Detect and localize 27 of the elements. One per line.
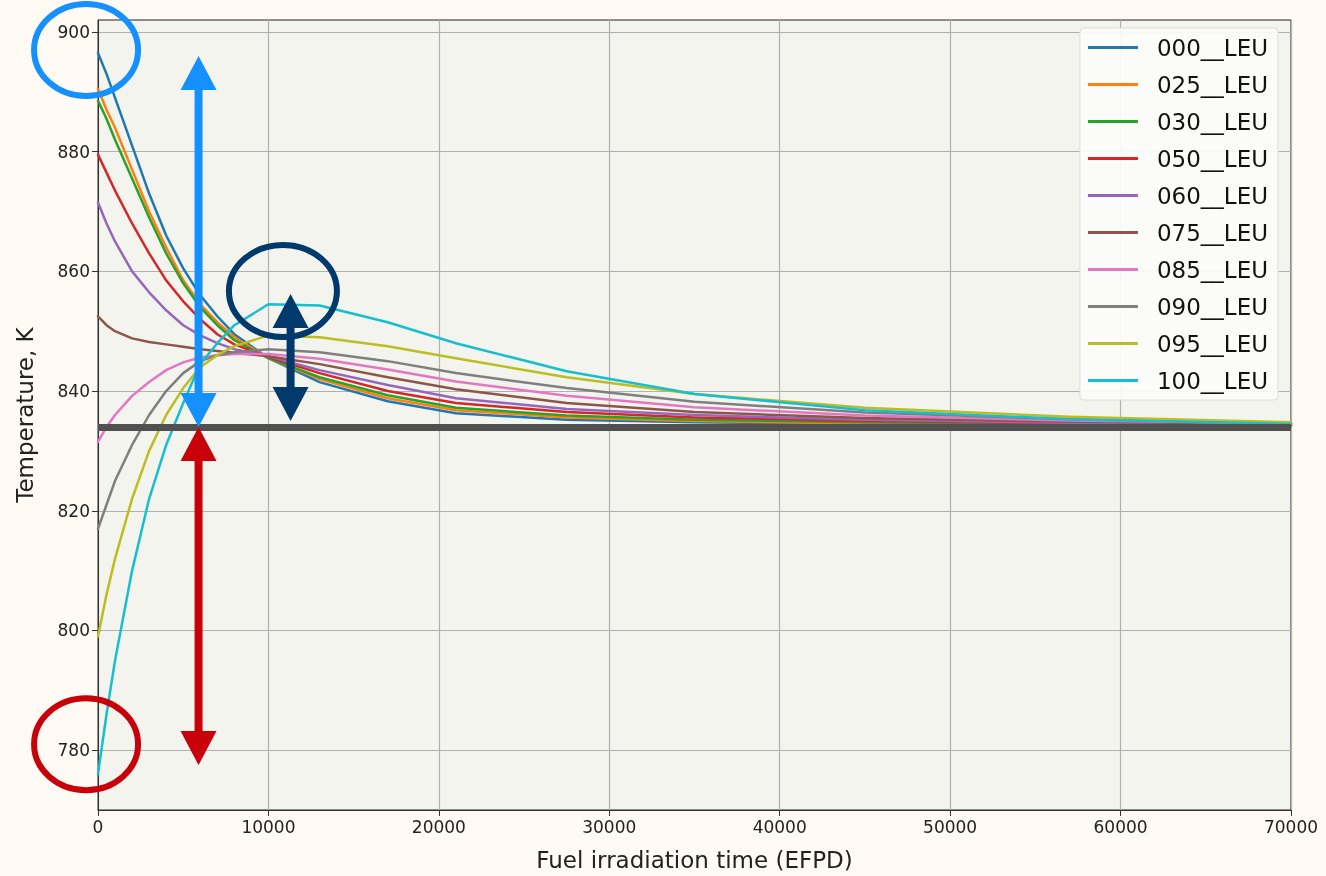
x-tick-label: 0 bbox=[92, 816, 104, 837]
legend-label: 090__LEU bbox=[1156, 293, 1269, 320]
x-tick-label: 40000 bbox=[752, 816, 807, 837]
x-tick-label: 60000 bbox=[1093, 816, 1148, 837]
legend-label: 030__LEU bbox=[1156, 108, 1269, 135]
legend-label: 000__LEU bbox=[1156, 34, 1269, 61]
legend-label: 085__LEU bbox=[1156, 256, 1269, 283]
y-tick-label: 800 bbox=[57, 620, 90, 641]
y-tick-label: 900 bbox=[57, 21, 90, 42]
x-axis-title: Fuel irradiation time (EFPD) bbox=[536, 846, 853, 873]
x-tick-label: 30000 bbox=[582, 816, 637, 837]
x-tick-label: 50000 bbox=[923, 816, 978, 837]
y-axis-title: Temperature, K bbox=[11, 326, 38, 504]
legend-label: 075__LEU bbox=[1156, 219, 1269, 246]
y-tick-label: 780 bbox=[57, 740, 90, 761]
legend-label: 025__LEU bbox=[1156, 71, 1269, 98]
y-tick-label: 880 bbox=[57, 141, 90, 162]
legend-label: 060__LEU bbox=[1156, 182, 1269, 209]
y-tick-label: 820 bbox=[57, 500, 90, 521]
legend-label: 100__LEU bbox=[1156, 367, 1269, 394]
x-tick-label: 70000 bbox=[1263, 816, 1319, 837]
legend-label: 095__LEU bbox=[1156, 330, 1269, 357]
legend-label: 050__LEU bbox=[1156, 145, 1269, 172]
x-tick-label: 10000 bbox=[241, 816, 296, 837]
y-tick-label: 860 bbox=[57, 261, 90, 282]
y-tick-label: 840 bbox=[57, 381, 90, 402]
x-tick-label: 20000 bbox=[411, 816, 466, 837]
